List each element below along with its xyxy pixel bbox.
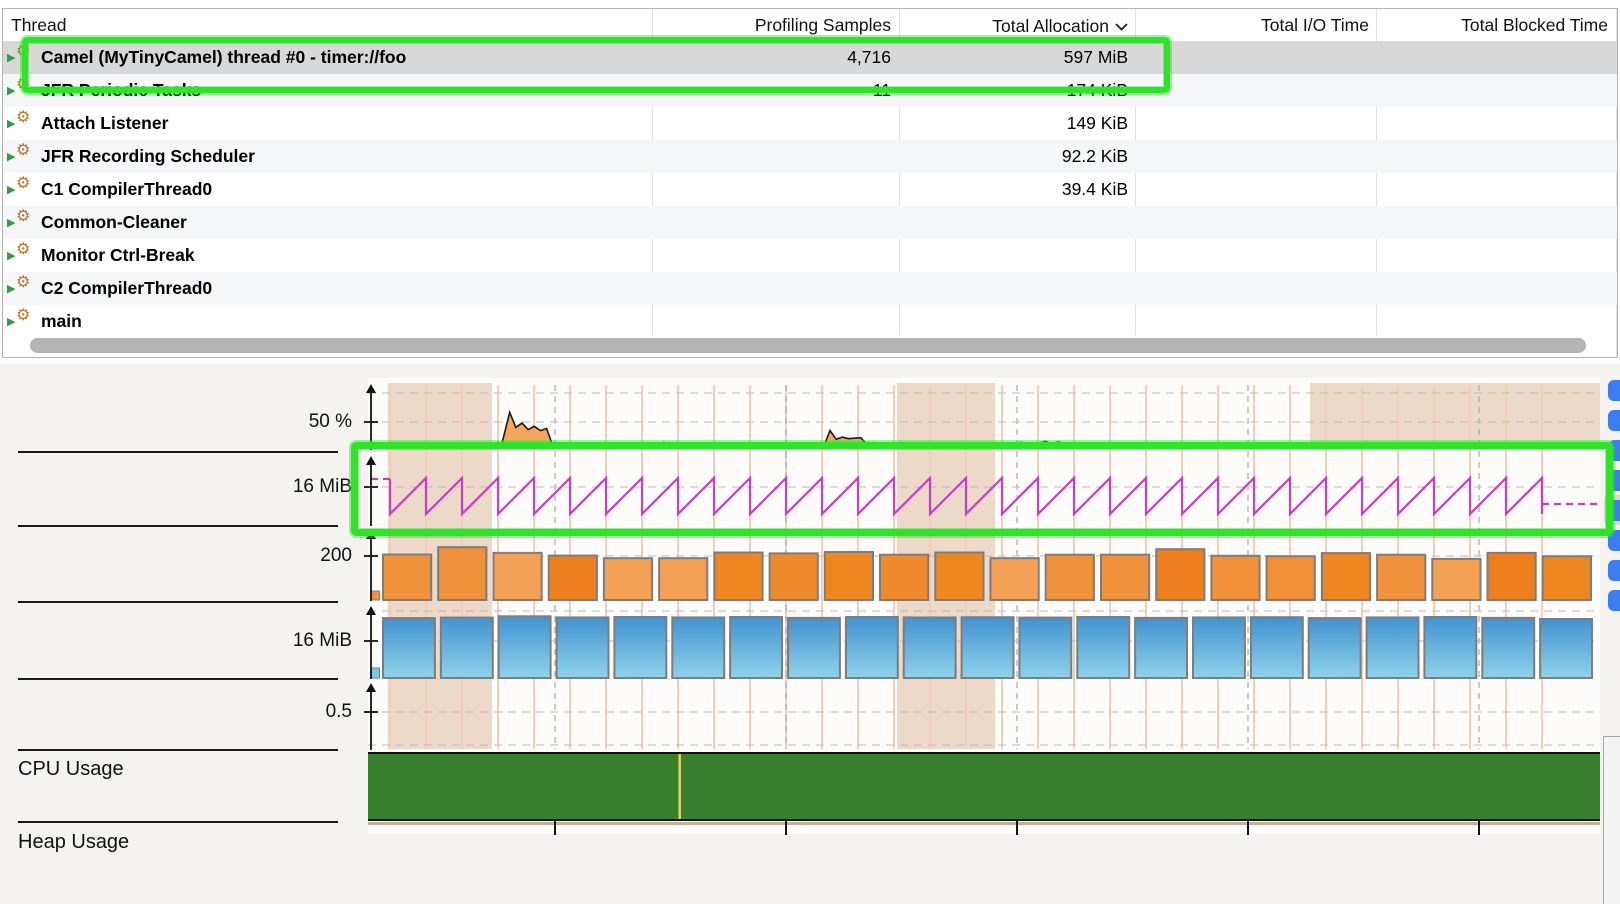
method-profiling-bar[interactable] (825, 552, 873, 600)
allocation-bar[interactable] (904, 617, 956, 678)
legend-button[interactable] (1608, 500, 1620, 521)
method-profiling-bar[interactable] (659, 558, 707, 600)
row-divider (18, 451, 338, 453)
axis-arrow-icon (366, 683, 376, 692)
row-divider (18, 525, 338, 527)
thread-lifeline-span[interactable] (368, 754, 1600, 819)
axis-arrow-icon (366, 384, 376, 393)
allocation-stub-bar (372, 668, 380, 678)
method-profiling-bar[interactable] (1101, 555, 1149, 600)
method-profiling-bar[interactable] (1156, 549, 1204, 600)
method-profiling-bar[interactable] (1267, 556, 1315, 600)
row-divider (18, 678, 338, 680)
allocation-bar[interactable] (499, 616, 551, 678)
method-profiling-bar[interactable] (1543, 556, 1591, 600)
legend-button[interactable] (1608, 380, 1620, 401)
allocation-bar[interactable] (1193, 617, 1245, 678)
axis-arrow-icon (366, 456, 376, 465)
row-divider (18, 821, 338, 823)
allocation-bar[interactable] (1424, 617, 1476, 678)
method-profiling-bar[interactable] (383, 555, 431, 601)
method-profiling-bar[interactable] (770, 553, 818, 600)
allocation-bar[interactable] (383, 618, 435, 678)
method-profiling-bar[interactable] (1377, 555, 1425, 600)
ytick-cpu-50pct: 50 % (272, 411, 352, 433)
method-profiling-bar[interactable] (604, 558, 652, 600)
ytick-throw-05: 0.5 (272, 701, 352, 723)
row-label-cpu-usage: CPU Usage (18, 758, 124, 781)
method-profiling-bar[interactable] (1322, 553, 1370, 600)
method-profiling-bar[interactable] (549, 556, 597, 600)
allocation-bar[interactable] (962, 617, 1014, 678)
chart-legend-toolbar (1603, 736, 1620, 904)
allocation-bar[interactable] (1309, 618, 1361, 678)
legend-button[interactable] (1608, 560, 1620, 581)
heap-usage-sawtooth (390, 478, 1542, 514)
method-profiling-bar[interactable] (880, 555, 928, 600)
time-axis-strip (368, 822, 1600, 825)
method-profiling-bar[interactable] (1488, 553, 1536, 600)
method-profiling-bar[interactable] (991, 558, 1039, 600)
method-profiling-bar[interactable] (438, 547, 486, 600)
allocation-bar[interactable] (1540, 619, 1592, 678)
legend-button[interactable] (1608, 530, 1620, 551)
allocation-bar[interactable] (1077, 617, 1129, 678)
axis-arrow-icon (366, 530, 376, 539)
ytick-alloc-16mib: 16 MiB (272, 630, 352, 652)
allocation-bar[interactable] (441, 618, 493, 678)
allocation-bar[interactable] (1482, 618, 1534, 678)
method-profiling-bar[interactable] (714, 553, 762, 601)
legend-button[interactable] (1608, 590, 1620, 611)
allocation-bar[interactable] (1367, 617, 1419, 678)
legend-button[interactable] (1608, 470, 1620, 491)
allocation-bar[interactable] (730, 617, 782, 678)
ytick-method-200: 200 (272, 545, 352, 567)
row-label-heap-usage: Heap Usage (18, 831, 129, 854)
legend-button[interactable] (1608, 440, 1620, 461)
method-profiling-bar[interactable] (494, 553, 542, 600)
ytick-heap-16mib: 16 MiB (272, 476, 352, 498)
method-profiling-bar[interactable] (1046, 555, 1094, 600)
method-profiling-bar[interactable] (935, 553, 983, 601)
allocation-bar[interactable] (846, 617, 898, 678)
jmc-thread-profiling-screen: Thread Profiling Samples Total Allocatio… (0, 0, 1620, 904)
allocation-bar[interactable] (1251, 617, 1303, 678)
method-profiling-stub-bar (372, 591, 380, 600)
allocation-bar[interactable] (557, 617, 609, 678)
allocation-bar[interactable] (788, 618, 840, 678)
allocation-bar[interactable] (614, 617, 666, 678)
allocation-bar[interactable] (1135, 618, 1187, 678)
row-divider (18, 749, 338, 751)
method-profiling-bar[interactable] (1432, 559, 1480, 600)
allocation-bar[interactable] (672, 617, 724, 678)
timeline-chart-group (364, 383, 1600, 835)
allocation-bar[interactable] (1019, 618, 1071, 678)
row-divider (18, 601, 338, 603)
legend-button[interactable] (1608, 410, 1620, 431)
method-profiling-bar[interactable] (1211, 556, 1259, 600)
